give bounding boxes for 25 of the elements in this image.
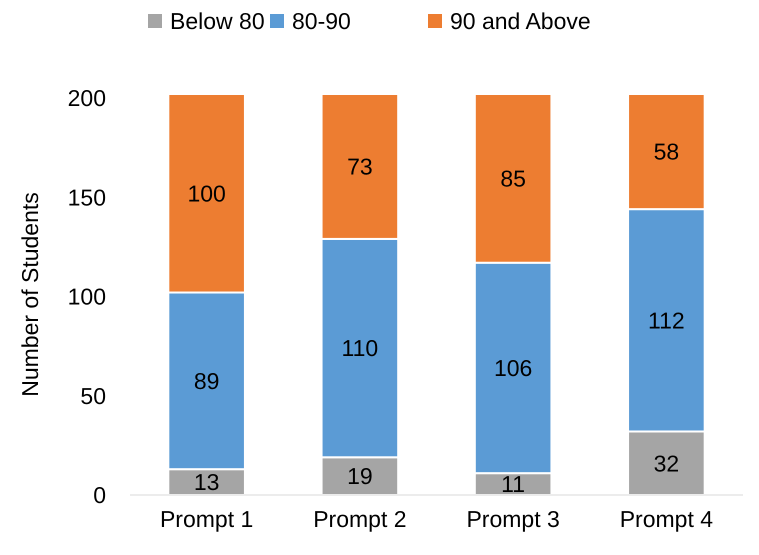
y-tick-label: 50 [80,382,106,409]
y-tick-label: 0 [93,482,106,508]
data-label: 32 [654,450,680,476]
x-tick-label: Prompt 4 [620,506,714,532]
data-label: 13 [194,469,220,496]
x-tick-label: Prompt 3 [466,506,560,532]
data-label: 89 [194,368,220,394]
data-label: 112 [648,307,685,334]
data-label: 100 [187,180,226,206]
data-label: 110 [342,335,378,362]
y-tick-label: 150 [68,184,106,210]
y-tick-label: 100 [68,284,106,310]
legend-label: 80-90 [292,8,351,34]
y-tick-label: 200 [68,85,106,112]
data-label: 85 [500,165,526,192]
legend-label: Below 80 [170,8,265,34]
x-tick-label: Prompt 1 [160,506,254,532]
y-axis-title: Number of Students [17,192,43,397]
data-label: 106 [494,355,532,381]
data-label: 19 [347,463,373,490]
x-tick-label: Prompt 2 [313,506,407,532]
data-label: 11 [501,471,526,498]
data-label: 73 [347,154,373,180]
legend-label: 90 and Above [450,8,591,34]
data-label: 58 [654,138,680,165]
